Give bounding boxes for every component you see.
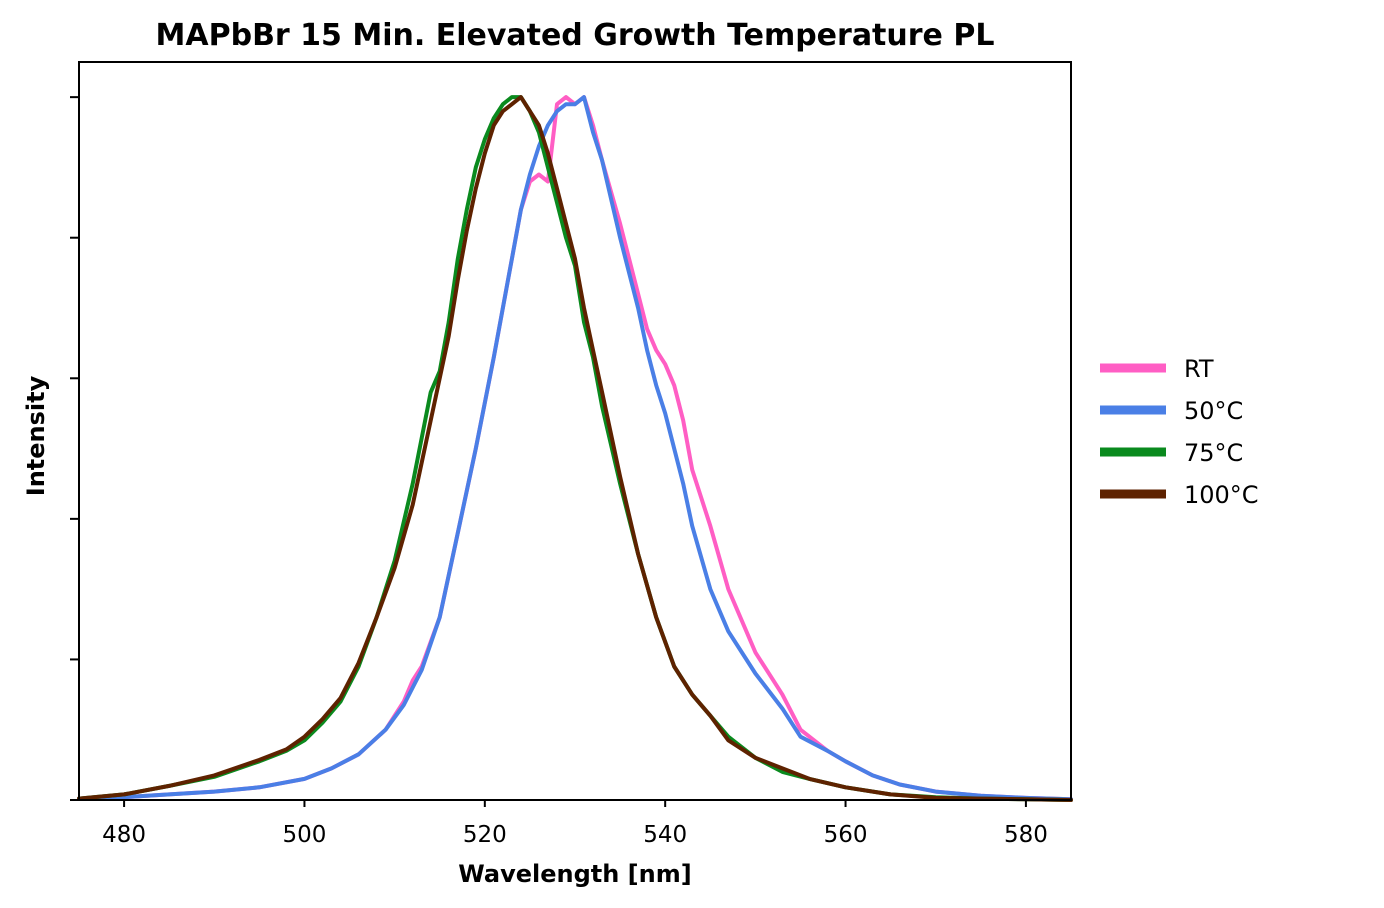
x-tick-label: 580 xyxy=(1004,822,1048,848)
x-tick-label: 540 xyxy=(643,822,687,848)
x-tick-label: 520 xyxy=(463,822,507,848)
legend-label-2: 75°C xyxy=(1184,439,1243,467)
x-axis: 480 500 520 540 560 580 xyxy=(102,800,1048,848)
legend-label-0: RT xyxy=(1184,355,1214,383)
legend: RT 50°C 75°C 100°C xyxy=(1100,355,1259,509)
chart-title: MAPbBr 15 Min. Elevated Growth Temperatu… xyxy=(156,18,995,53)
series-layer xyxy=(77,95,1073,802)
series-line-1 xyxy=(77,95,1073,802)
series-line-3 xyxy=(77,95,1073,802)
x-tick-label: 500 xyxy=(283,822,327,848)
legend-label-3: 100°C xyxy=(1184,481,1259,509)
x-tick-label: 480 xyxy=(102,822,146,848)
x-tick-label: 560 xyxy=(824,822,868,848)
y-axis-label: Intensity xyxy=(22,375,50,496)
y-axis xyxy=(70,96,79,801)
plot-frame xyxy=(78,61,1072,801)
legend-label-1: 50°C xyxy=(1184,397,1243,425)
x-axis-label: Wavelength [nm] xyxy=(458,860,691,888)
